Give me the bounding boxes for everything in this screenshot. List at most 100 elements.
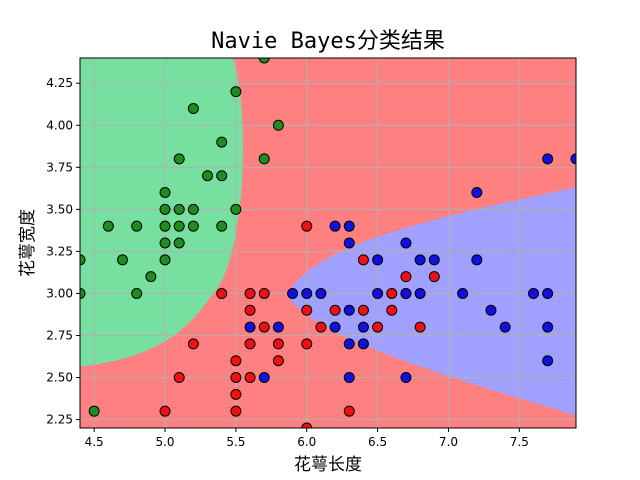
y-axis: 2.25 2.50 2.75 3.00 3.25 3.50 3.75 4.00 4.25 bbox=[46, 76, 80, 427]
x-tick-label: 6.0 bbox=[297, 435, 316, 449]
data-point-class-1 bbox=[230, 372, 242, 384]
data-point-class-1 bbox=[258, 321, 270, 333]
data-point-class-2 bbox=[471, 254, 483, 266]
plot-area bbox=[80, 58, 576, 428]
data-point-class-2 bbox=[428, 254, 440, 266]
plot-frame bbox=[79, 57, 577, 429]
data-point-class-2 bbox=[542, 287, 554, 299]
data-point-class-0 bbox=[80, 287, 86, 299]
data-point-class-2 bbox=[400, 287, 412, 299]
data-point-class-1 bbox=[244, 372, 256, 384]
data-point-class-2 bbox=[329, 321, 341, 333]
data-point-class-2 bbox=[357, 338, 369, 350]
data-point-class-0 bbox=[272, 119, 284, 131]
data-point-class-2 bbox=[258, 372, 270, 384]
data-point-class-2 bbox=[400, 372, 412, 384]
data-point-class-1 bbox=[244, 304, 256, 316]
x-tick-label: 7.0 bbox=[439, 435, 458, 449]
data-point-class-1 bbox=[428, 271, 440, 283]
data-point-class-2 bbox=[301, 287, 313, 299]
data-point-class-1 bbox=[301, 220, 313, 232]
data-point-class-2 bbox=[372, 254, 384, 266]
data-point-class-1 bbox=[272, 338, 284, 350]
data-point-class-1 bbox=[301, 304, 313, 316]
data-point-class-0 bbox=[80, 254, 86, 266]
data-point-class-2 bbox=[343, 304, 355, 316]
data-point-class-0 bbox=[159, 254, 171, 266]
data-point-class-0 bbox=[216, 136, 228, 148]
data-point-class-1 bbox=[216, 287, 228, 299]
data-point-class-1 bbox=[329, 304, 341, 316]
data-point-class-1 bbox=[386, 287, 398, 299]
data-point-class-0 bbox=[102, 220, 114, 232]
data-point-class-2 bbox=[414, 254, 426, 266]
data-points bbox=[80, 58, 576, 428]
x-tick-label: 5.0 bbox=[155, 435, 174, 449]
data-point-class-0 bbox=[117, 254, 129, 266]
data-point-class-2 bbox=[343, 338, 355, 350]
data-point-class-1 bbox=[187, 338, 199, 350]
data-point-class-0 bbox=[88, 405, 100, 417]
x-tick-label: 5.5 bbox=[226, 435, 245, 449]
data-point-class-1 bbox=[400, 271, 412, 283]
data-point-class-0 bbox=[159, 237, 171, 249]
data-point-class-2 bbox=[244, 321, 256, 333]
data-point-class-0 bbox=[258, 58, 270, 64]
data-point-class-0 bbox=[216, 220, 228, 232]
data-point-class-1 bbox=[386, 304, 398, 316]
data-point-class-0 bbox=[202, 170, 214, 182]
x-axis-label: 花萼长度 bbox=[294, 455, 362, 475]
data-point-class-0 bbox=[173, 153, 185, 165]
x-axis: 4.5 5.0 5.5 6.0 6.5 7.0 7.5 bbox=[85, 428, 529, 449]
data-point-class-2 bbox=[343, 237, 355, 249]
y-tick-label: 3.50 bbox=[46, 202, 73, 216]
data-point-class-2 bbox=[485, 304, 497, 316]
data-point-class-0 bbox=[187, 203, 199, 215]
data-point-class-1 bbox=[357, 304, 369, 316]
data-point-class-2 bbox=[287, 287, 299, 299]
region-class-2 bbox=[286, 187, 576, 416]
x-tick-label: 7.5 bbox=[510, 435, 529, 449]
data-point-class-2 bbox=[400, 237, 412, 249]
data-point-class-0 bbox=[159, 220, 171, 232]
data-point-class-2 bbox=[499, 321, 511, 333]
data-point-class-0 bbox=[216, 170, 228, 182]
data-point-class-2 bbox=[272, 321, 284, 333]
data-point-class-1 bbox=[230, 355, 242, 367]
data-point-class-0 bbox=[258, 153, 270, 165]
data-point-class-1 bbox=[230, 405, 242, 417]
data-point-class-2 bbox=[372, 287, 384, 299]
data-point-class-2 bbox=[542, 321, 554, 333]
data-point-class-2 bbox=[329, 220, 341, 232]
y-tick-label: 4.25 bbox=[46, 76, 73, 90]
x-tick-label: 6.5 bbox=[368, 435, 387, 449]
data-point-class-0 bbox=[187, 220, 199, 232]
data-point-class-0 bbox=[230, 86, 242, 98]
data-point-class-1 bbox=[258, 287, 270, 299]
data-point-class-1 bbox=[301, 422, 313, 428]
data-point-class-1 bbox=[272, 355, 284, 367]
data-point-class-1 bbox=[372, 321, 384, 333]
data-point-class-0 bbox=[159, 203, 171, 215]
y-tick-label: 2.25 bbox=[46, 413, 73, 427]
y-tick-label: 2.75 bbox=[46, 329, 73, 343]
data-point-class-1 bbox=[173, 372, 185, 384]
data-point-class-0 bbox=[131, 220, 143, 232]
data-point-class-2 bbox=[527, 287, 539, 299]
data-point-class-1 bbox=[244, 287, 256, 299]
data-point-class-1 bbox=[357, 254, 369, 266]
data-point-class-2 bbox=[542, 153, 554, 165]
data-point-class-2 bbox=[343, 220, 355, 232]
data-point-class-0 bbox=[173, 220, 185, 232]
data-point-class-1 bbox=[315, 321, 327, 333]
data-point-class-0 bbox=[187, 102, 199, 114]
data-point-class-1 bbox=[230, 388, 242, 400]
data-point-class-2 bbox=[343, 372, 355, 384]
chart-title: Navie Bayes分类结果 bbox=[211, 29, 445, 54]
x-tick-label: 4.5 bbox=[85, 435, 104, 449]
y-tick-label: 3.25 bbox=[46, 244, 73, 258]
data-point-class-1 bbox=[244, 338, 256, 350]
data-point-class-2 bbox=[357, 321, 369, 333]
data-point-class-1 bbox=[343, 405, 355, 417]
